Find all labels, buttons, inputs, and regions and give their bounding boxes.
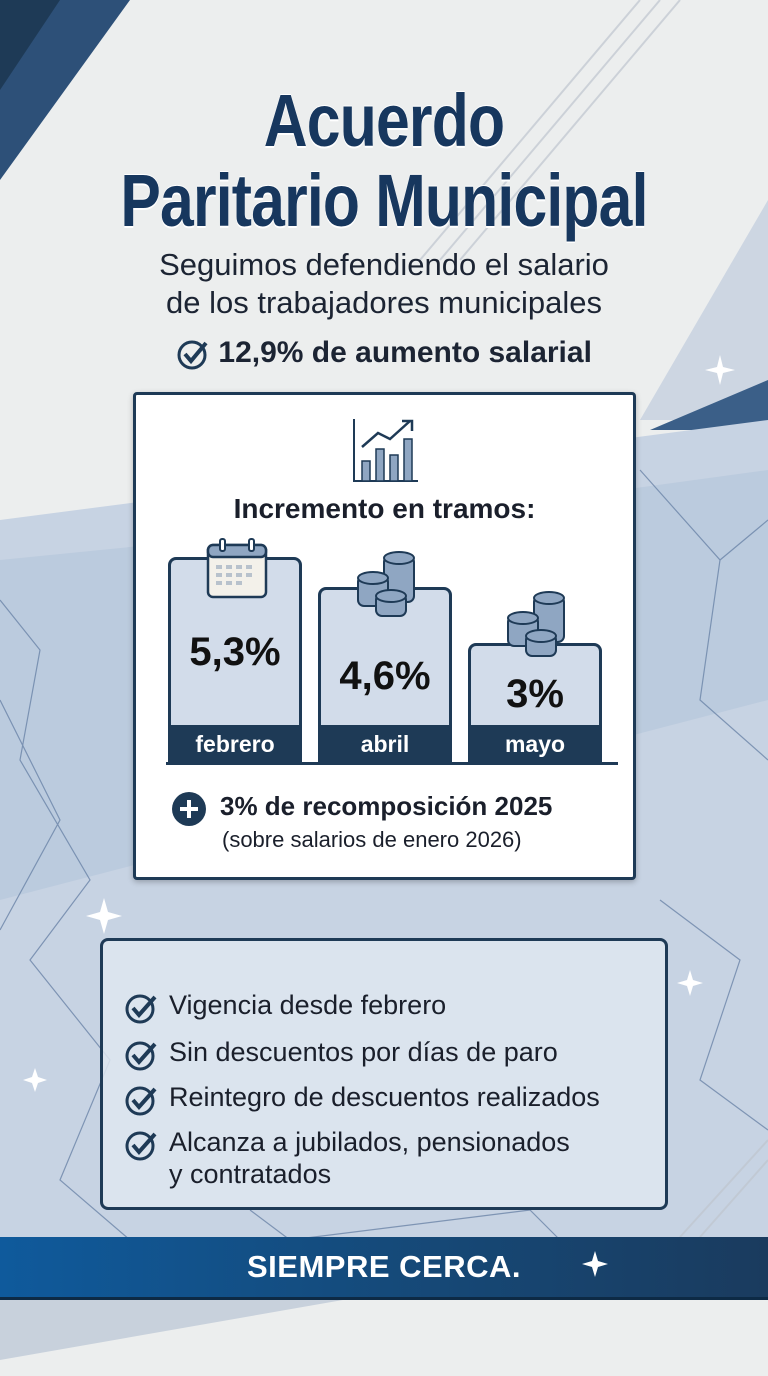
- check-circle-icon: [177, 340, 208, 370]
- sparkle-icon: [582, 1251, 608, 1277]
- tramo-percent: 3%: [506, 672, 564, 716]
- title-line-1: Acuerdo: [263, 79, 505, 162]
- tramos-heading: Incremento en tramos:: [233, 493, 536, 524]
- conditions-card: Vigencia desde febrero Sin descuentos po…: [100, 938, 668, 1210]
- tramo-month: febrero: [168, 725, 302, 763]
- coins-icon: [507, 591, 565, 657]
- check-circle-icon: [125, 1131, 157, 1161]
- highlight-text: 12,9% de aumento salarial: [218, 336, 592, 369]
- highlight: 12,9% de aumento salarial: [0, 334, 768, 372]
- tramos-card: Incremento en tramos: 5,3% febrero 4,6% …: [133, 392, 636, 880]
- chart-growth-icon: [353, 419, 418, 482]
- check-circle-icon: [125, 994, 157, 1024]
- tramo-percent: 4,6%: [339, 654, 431, 698]
- tramo-percent: 5,3%: [189, 630, 281, 674]
- tramo-bar-abril: 4,6% abril: [318, 587, 452, 763]
- recomposicion-note: (sobre salarios de enero 2026): [222, 827, 522, 852]
- calendar-icon: [206, 538, 268, 599]
- coins-icon: [357, 551, 415, 617]
- tramo-bar-mayo: 3% mayo: [468, 643, 602, 763]
- condition-item: Vigencia desde febrero: [125, 989, 446, 1024]
- baseline: [166, 762, 618, 765]
- recomposicion-title: 3% de recomposición 2025: [220, 791, 553, 821]
- title-line-2: Paritario Municipal: [120, 159, 648, 242]
- check-circle-icon: [125, 1086, 157, 1116]
- tramo-month: mayo: [468, 725, 602, 763]
- check-circle-icon: [125, 1041, 157, 1071]
- plus-circle-icon: [172, 792, 206, 826]
- subtitle-line-2: de los trabajadores municipales: [166, 285, 602, 320]
- condition-item: Sin descuentos por días de paro: [125, 1036, 558, 1071]
- condition-item: Alcanza a jubilados, pensionados y contr…: [125, 1126, 570, 1190]
- subtitle-line-1: Seguimos defendiendo el salario: [159, 247, 609, 282]
- tramo-month: abril: [318, 725, 452, 763]
- slogan: SIEMPRE CERCA.: [247, 1249, 521, 1284]
- condition-item: Reintegro de descuentos realizados: [125, 1081, 600, 1116]
- footer-banner: SIEMPRE CERCA.: [0, 1237, 768, 1300]
